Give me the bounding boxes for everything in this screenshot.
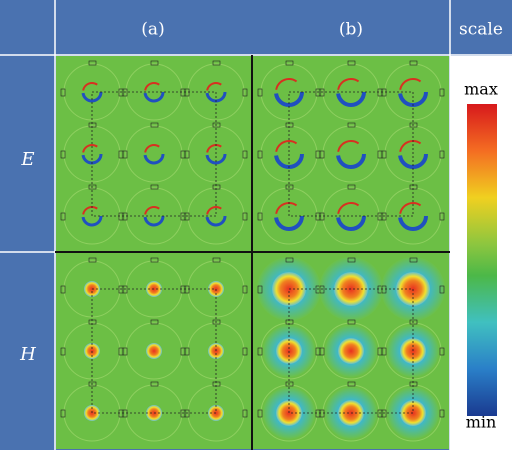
column-header: scale xyxy=(459,20,503,40)
row-label: E xyxy=(20,149,34,170)
scale-max: max xyxy=(464,80,498,99)
scale-min: min xyxy=(466,413,497,432)
field-map xyxy=(253,56,449,252)
row-label: H xyxy=(19,344,36,365)
column-header: (a) xyxy=(141,20,164,40)
color-bar xyxy=(467,104,497,416)
field-spot xyxy=(146,343,162,359)
field-spot xyxy=(338,338,364,364)
figure: (a) (b) scale E H max min xyxy=(0,0,512,450)
column-header: (b) xyxy=(339,20,363,40)
